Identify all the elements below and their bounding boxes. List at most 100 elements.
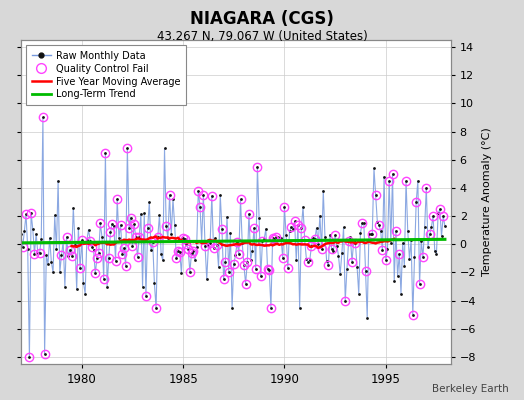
Point	[140, 210, 148, 217]
Point	[268, 235, 277, 242]
Point	[337, 250, 346, 256]
Point	[388, 171, 397, 177]
Point	[150, 280, 159, 287]
Point	[37, 236, 46, 243]
Point	[62, 234, 71, 240]
Point	[137, 211, 145, 217]
Point	[397, 290, 405, 297]
Point	[74, 225, 83, 231]
Point	[265, 267, 274, 274]
Point	[203, 276, 211, 283]
Point	[84, 226, 93, 233]
Point	[255, 215, 263, 222]
Point	[412, 199, 420, 205]
Point	[359, 220, 368, 227]
Point	[216, 192, 224, 198]
Point	[208, 192, 216, 199]
Point	[94, 250, 103, 256]
Point	[353, 264, 361, 270]
Point	[154, 234, 162, 240]
Point	[35, 250, 43, 257]
Point	[20, 228, 28, 235]
Point	[280, 204, 289, 211]
Point	[198, 238, 206, 244]
Point	[290, 218, 299, 225]
Point	[192, 244, 201, 251]
Point	[76, 265, 84, 272]
Point	[194, 188, 202, 194]
Point	[370, 165, 378, 172]
Point	[64, 253, 72, 259]
Point	[113, 196, 122, 202]
Point	[427, 224, 435, 230]
Point	[438, 233, 446, 240]
Point	[294, 222, 302, 228]
Point	[61, 283, 69, 290]
Point	[425, 231, 434, 238]
Point	[419, 254, 427, 260]
Point	[44, 261, 52, 268]
Point	[341, 298, 350, 304]
Point	[307, 242, 315, 249]
Point	[185, 269, 194, 275]
Point	[319, 188, 328, 194]
Point	[157, 251, 166, 258]
Point	[413, 178, 422, 184]
Point	[272, 234, 280, 241]
Point	[233, 239, 242, 246]
Point	[32, 230, 40, 237]
Point	[49, 269, 57, 275]
Point	[378, 247, 387, 254]
Text: NIAGARA (CGS): NIAGARA (CGS)	[190, 10, 334, 28]
Point	[258, 238, 267, 244]
Point	[441, 223, 449, 229]
Point	[50, 212, 59, 218]
Point	[71, 241, 79, 248]
Point	[416, 281, 424, 288]
Point	[346, 234, 355, 240]
Point	[199, 192, 208, 198]
Point	[377, 228, 385, 235]
Point	[429, 213, 437, 219]
Point	[46, 235, 54, 241]
Point	[250, 225, 258, 232]
Point	[292, 257, 300, 264]
Point	[148, 239, 157, 246]
Point	[169, 196, 177, 202]
Point	[331, 232, 340, 238]
Point	[24, 246, 32, 252]
Point	[179, 235, 187, 242]
Point	[54, 178, 62, 184]
Point	[368, 231, 376, 237]
Point	[387, 240, 395, 246]
Point	[260, 236, 268, 242]
Point	[420, 224, 429, 231]
Point	[125, 225, 133, 232]
Point	[405, 256, 413, 262]
Point	[257, 273, 265, 279]
Point	[299, 204, 307, 210]
Point	[422, 185, 431, 191]
Point	[245, 210, 253, 217]
Point	[274, 234, 282, 240]
Point	[407, 237, 416, 243]
Point	[130, 221, 138, 228]
Point	[302, 256, 311, 262]
Point	[68, 253, 76, 259]
Point	[279, 255, 287, 262]
Point	[147, 247, 155, 253]
Point	[56, 269, 64, 276]
Point	[329, 248, 337, 254]
Point	[174, 248, 182, 254]
Point	[334, 252, 343, 259]
Point	[138, 283, 147, 290]
Point	[324, 262, 333, 268]
Point	[112, 258, 120, 264]
Point	[59, 239, 68, 245]
Point	[69, 204, 78, 211]
Point	[321, 234, 329, 240]
Point	[372, 192, 380, 198]
Point	[81, 290, 89, 297]
Point	[135, 234, 144, 240]
Point	[311, 236, 319, 242]
